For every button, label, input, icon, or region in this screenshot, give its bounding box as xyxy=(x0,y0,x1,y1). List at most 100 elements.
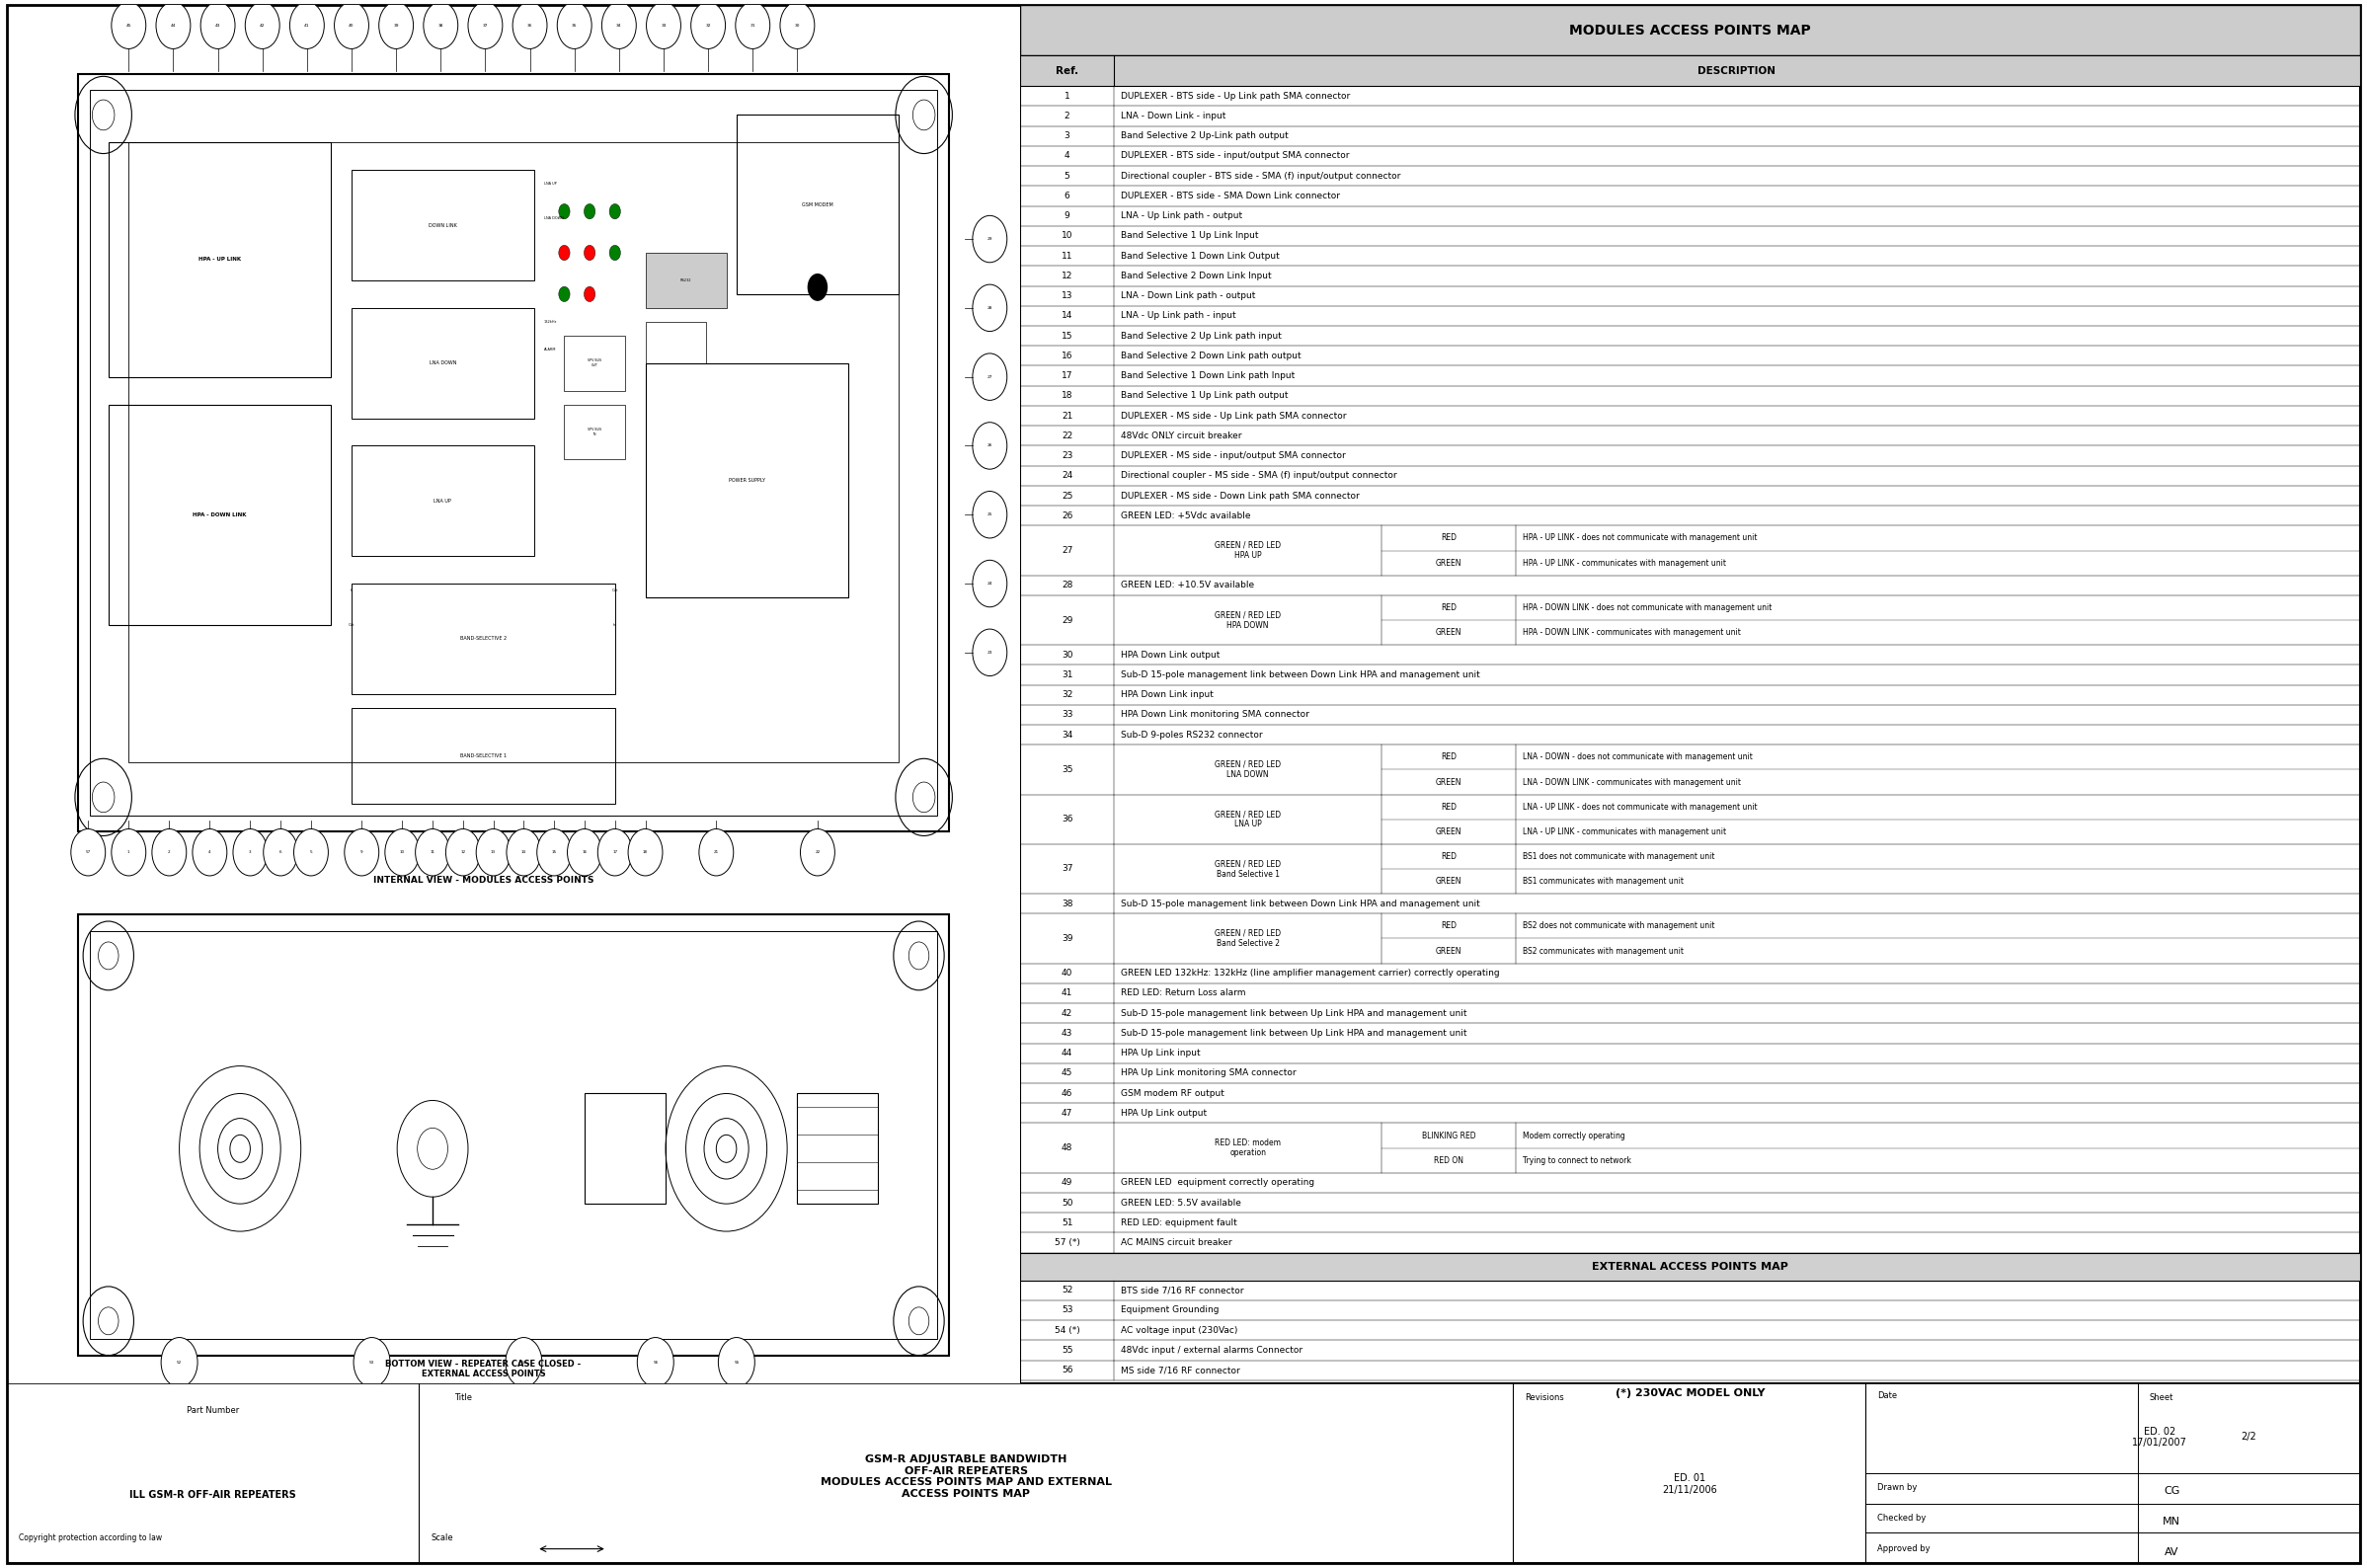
Text: GREEN / RED LED
LNA UP: GREEN / RED LED LNA UP xyxy=(1214,809,1281,829)
Text: 37: 37 xyxy=(1060,864,1072,873)
Text: GREEN: GREEN xyxy=(1437,828,1463,836)
Text: 23: 23 xyxy=(1060,452,1072,459)
Text: MN: MN xyxy=(2163,1516,2180,1527)
Text: 12: 12 xyxy=(1060,271,1072,281)
Text: LNA - Up Link path - output: LNA - Up Link path - output xyxy=(1120,212,1243,221)
Text: 18: 18 xyxy=(1060,392,1072,400)
Text: 41: 41 xyxy=(1060,989,1072,997)
Text: LNA - Down Link path - output: LNA - Down Link path - output xyxy=(1120,292,1255,301)
Circle shape xyxy=(414,829,450,877)
Circle shape xyxy=(568,829,601,877)
Bar xyxy=(353,445,535,557)
Text: 48Vdc input / external alarms Connector: 48Vdc input / external alarms Connector xyxy=(1120,1345,1302,1355)
Text: RED: RED xyxy=(1442,604,1456,612)
Text: Band Selective 2 Up-Link path output: Band Selective 2 Up-Link path output xyxy=(1120,132,1288,141)
Text: MS side 7/16 RF connector: MS side 7/16 RF connector xyxy=(1120,1366,1240,1375)
Text: 14: 14 xyxy=(521,850,525,855)
Text: 38: 38 xyxy=(1060,898,1072,908)
Text: 30: 30 xyxy=(1060,651,1072,660)
Text: 9: 9 xyxy=(360,850,362,855)
Text: Scale: Scale xyxy=(431,1534,452,1543)
Text: GREEN / RED LED
LNA DOWN: GREEN / RED LED LNA DOWN xyxy=(1214,760,1281,779)
Bar xyxy=(109,405,331,626)
Text: In: In xyxy=(350,588,353,593)
Circle shape xyxy=(601,2,637,49)
Circle shape xyxy=(585,204,594,220)
Circle shape xyxy=(507,1338,542,1388)
Text: LNA DOWN: LNA DOWN xyxy=(428,361,457,365)
Text: 2: 2 xyxy=(168,850,170,855)
Circle shape xyxy=(585,245,594,260)
Text: Directional coupler - MS side - SMA (f) input/output connector: Directional coupler - MS side - SMA (f) … xyxy=(1120,472,1397,480)
Text: BS2 communicates with management unit: BS2 communicates with management unit xyxy=(1522,947,1683,955)
Text: 41: 41 xyxy=(305,24,310,27)
Bar xyxy=(1020,1253,2360,1281)
Text: LNA - DOWN - does not communicate with management unit: LNA - DOWN - does not communicate with m… xyxy=(1522,753,1752,762)
Bar xyxy=(90,89,937,815)
Text: GREEN LED 132kHz: 132kHz (line amplifier management carrier) correctly operating: GREEN LED 132kHz: 132kHz (line amplifier… xyxy=(1120,969,1498,978)
Circle shape xyxy=(232,829,267,877)
Text: 40: 40 xyxy=(348,24,355,27)
Circle shape xyxy=(334,2,369,49)
Text: Band Selective 2 Down Link path output: Band Selective 2 Down Link path output xyxy=(1120,351,1302,361)
Text: HPA - DOWN LINK: HPA - DOWN LINK xyxy=(194,513,246,517)
Text: BTS side 7/16 RF connector: BTS side 7/16 RF connector xyxy=(1120,1286,1243,1295)
Text: 53: 53 xyxy=(369,1361,374,1364)
Text: CG: CG xyxy=(2163,1486,2180,1496)
Text: GREEN: GREEN xyxy=(1437,947,1463,955)
Text: 45: 45 xyxy=(1060,1069,1072,1077)
Text: 34: 34 xyxy=(615,24,623,27)
Circle shape xyxy=(424,2,457,49)
Text: 11: 11 xyxy=(431,850,436,855)
Circle shape xyxy=(608,245,620,260)
Text: Sheet: Sheet xyxy=(2149,1392,2173,1402)
Bar xyxy=(353,307,535,419)
Circle shape xyxy=(973,491,1006,538)
Text: MODULES ACCESS POINTS MAP: MODULES ACCESS POINTS MAP xyxy=(1569,24,1811,38)
Text: 28: 28 xyxy=(1060,580,1072,590)
Bar xyxy=(646,252,727,307)
Text: 3: 3 xyxy=(1065,132,1070,141)
Text: LNA - UP LINK - communicates with management unit: LNA - UP LINK - communicates with manage… xyxy=(1522,828,1726,836)
Text: 37: 37 xyxy=(483,24,488,27)
Text: RED: RED xyxy=(1442,533,1456,543)
Text: RED: RED xyxy=(1442,803,1456,811)
Circle shape xyxy=(585,287,594,301)
Bar xyxy=(563,336,625,390)
Text: 25: 25 xyxy=(1060,491,1072,500)
Text: 15: 15 xyxy=(1060,331,1072,340)
Circle shape xyxy=(71,829,107,877)
Circle shape xyxy=(476,829,511,877)
Text: In: In xyxy=(613,622,615,627)
Text: GREEN: GREEN xyxy=(1437,877,1463,886)
Text: LNA - Up Link path - input: LNA - Up Link path - input xyxy=(1120,312,1236,320)
Bar xyxy=(128,143,899,762)
Text: GSM MODEM: GSM MODEM xyxy=(802,202,833,207)
Circle shape xyxy=(781,2,814,49)
Bar xyxy=(109,143,331,376)
Text: 16: 16 xyxy=(1060,351,1072,361)
Text: 2/2: 2/2 xyxy=(2242,1432,2256,1443)
Text: 44: 44 xyxy=(170,24,175,27)
Text: EXTERNAL ACCESS POINTS MAP: EXTERNAL ACCESS POINTS MAP xyxy=(1593,1262,1787,1272)
Text: 14: 14 xyxy=(1060,312,1072,320)
Text: LNA - DOWN LINK - communicates with management unit: LNA - DOWN LINK - communicates with mana… xyxy=(1522,778,1740,787)
Circle shape xyxy=(289,2,324,49)
Text: DUPLEXER - MS side - Down Link path SMA connector: DUPLEXER - MS side - Down Link path SMA … xyxy=(1120,491,1359,500)
Text: 39: 39 xyxy=(1060,935,1072,942)
Text: Copyright protection according to law: Copyright protection according to law xyxy=(19,1534,163,1543)
Text: 6: 6 xyxy=(1065,191,1070,201)
Text: 25: 25 xyxy=(987,513,992,516)
Text: 27: 27 xyxy=(987,375,992,379)
Text: 30: 30 xyxy=(795,24,800,27)
Text: 51: 51 xyxy=(1060,1218,1072,1228)
Circle shape xyxy=(608,204,620,220)
Text: 2: 2 xyxy=(1065,111,1070,121)
Text: HPA - UP LINK - does not communicate with management unit: HPA - UP LINK - does not communicate wit… xyxy=(1522,533,1756,543)
Bar xyxy=(353,707,615,804)
Text: GREEN / RED LED
Band Selective 1: GREEN / RED LED Band Selective 1 xyxy=(1214,859,1281,878)
Bar xyxy=(78,74,949,831)
Text: 15: 15 xyxy=(552,850,556,855)
Text: BS2 does not communicate with management unit: BS2 does not communicate with management… xyxy=(1522,922,1714,930)
Text: ILL GSM-R OFF-AIR REPEATERS: ILL GSM-R OFF-AIR REPEATERS xyxy=(130,1490,296,1499)
